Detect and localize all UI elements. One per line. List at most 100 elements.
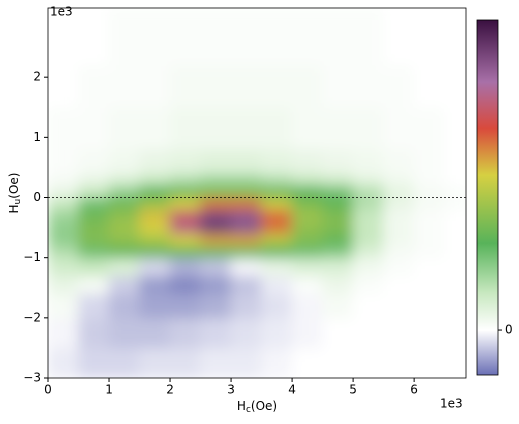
y-label-unit: (Oe): [7, 173, 21, 199]
heat-cell: [48, 233, 80, 247]
heat-cell: [352, 64, 385, 108]
heat-cell: [48, 257, 80, 277]
heat-cell: [413, 184, 446, 199]
heat-cell: [261, 106, 293, 150]
x-label-unit: (Oe): [251, 399, 277, 413]
heat-cell: [291, 8, 324, 66]
heat-cell: [108, 184, 141, 199]
heat-cell: [230, 106, 263, 150]
x-axis-label: Hc(Oe): [237, 399, 277, 415]
heat-cell: [261, 293, 293, 319]
x-tick-label: 2: [166, 383, 174, 397]
heat-cell: [108, 209, 141, 223]
x-tick-label: 6: [410, 383, 418, 397]
heat-cell: [291, 245, 324, 259]
heat-cell: [108, 172, 141, 186]
y-tick-label: −2: [23, 310, 41, 324]
heat-cell: [139, 233, 171, 247]
heat-cell: [352, 233, 385, 247]
heat-cell: [261, 317, 293, 349]
heat-cell: [413, 245, 446, 259]
heat-cell: [352, 293, 385, 319]
heat-cell: [444, 221, 466, 235]
heat-cell: [139, 347, 171, 378]
heat-cell: [169, 257, 202, 277]
heat-cell: [230, 197, 263, 211]
heat-cell: [169, 275, 202, 295]
heat-cell: [108, 275, 141, 295]
heat-cell: [322, 233, 354, 247]
heat-cell: [48, 184, 80, 199]
heat-cell: [169, 209, 202, 223]
heat-cell: [169, 233, 202, 247]
heat-cell: [444, 106, 466, 150]
heat-cell: [48, 293, 80, 319]
heat-cell: [200, 317, 232, 349]
x-tick-label: 5: [349, 383, 357, 397]
heat-cell: [383, 275, 415, 295]
heat-cell: [48, 8, 80, 66]
heat-cell: [230, 347, 263, 378]
heat-cell: [48, 275, 80, 295]
heat-cell: [383, 317, 415, 349]
heat-cell: [200, 184, 232, 199]
heat-cell: [200, 221, 232, 235]
heat-cell: [78, 347, 110, 378]
heat-cell: [352, 317, 385, 349]
heat-cell: [230, 148, 263, 174]
heat-cell: [383, 245, 415, 259]
heat-cell: [108, 148, 141, 174]
heat-cell: [78, 233, 110, 247]
heat-cell: [352, 172, 385, 186]
heat-cell: [200, 106, 232, 150]
heat-cell: [261, 257, 293, 277]
heat-cell: [169, 184, 202, 199]
heat-cell: [291, 209, 324, 223]
heat-cell: [78, 8, 110, 66]
heat-cell: [108, 293, 141, 319]
heat-cell: [291, 317, 324, 349]
heat-cell: [291, 275, 324, 295]
heat-cell: [200, 347, 232, 378]
heat-cell: [200, 197, 232, 211]
x-tick-label: 3: [227, 383, 235, 397]
heat-cell: [322, 257, 354, 277]
heat-cell: [48, 245, 80, 259]
heat-cell: [230, 233, 263, 247]
heat-cell: [261, 275, 293, 295]
x-label-symbol: H: [237, 399, 246, 413]
heat-cell: [383, 347, 415, 378]
heat-cell: [200, 233, 232, 247]
heat-cell: [444, 64, 466, 108]
heat-cell: [444, 257, 466, 277]
heat-cell: [200, 275, 232, 295]
heat-cell: [139, 106, 171, 150]
heat-cell: [169, 8, 202, 66]
heat-cell: [78, 172, 110, 186]
heat-cell: [383, 8, 415, 66]
heat-cell: [169, 293, 202, 319]
heat-cell: [169, 245, 202, 259]
heat-cell: [413, 317, 446, 349]
heat-cell: [291, 197, 324, 211]
heat-cell: [200, 64, 232, 108]
heat-cell: [352, 8, 385, 66]
plot-frame: [47, 7, 467, 379]
heat-cell: [383, 184, 415, 199]
heat-cell: [291, 233, 324, 247]
heat-cell: [169, 347, 202, 378]
heat-cell: [139, 148, 171, 174]
heat-cell: [413, 8, 446, 66]
heat-cell: [261, 172, 293, 186]
heat-cell: [108, 221, 141, 235]
heat-cell: [139, 275, 171, 295]
heat-cell: [139, 172, 171, 186]
heat-cell: [230, 8, 263, 66]
heat-cell: [352, 184, 385, 199]
heat-cell: [108, 197, 141, 211]
heat-cell: [444, 172, 466, 186]
heat-cell: [352, 197, 385, 211]
heat-cell: [444, 233, 466, 247]
y-tick-label: 2: [33, 70, 41, 84]
heat-cell: [261, 197, 293, 211]
